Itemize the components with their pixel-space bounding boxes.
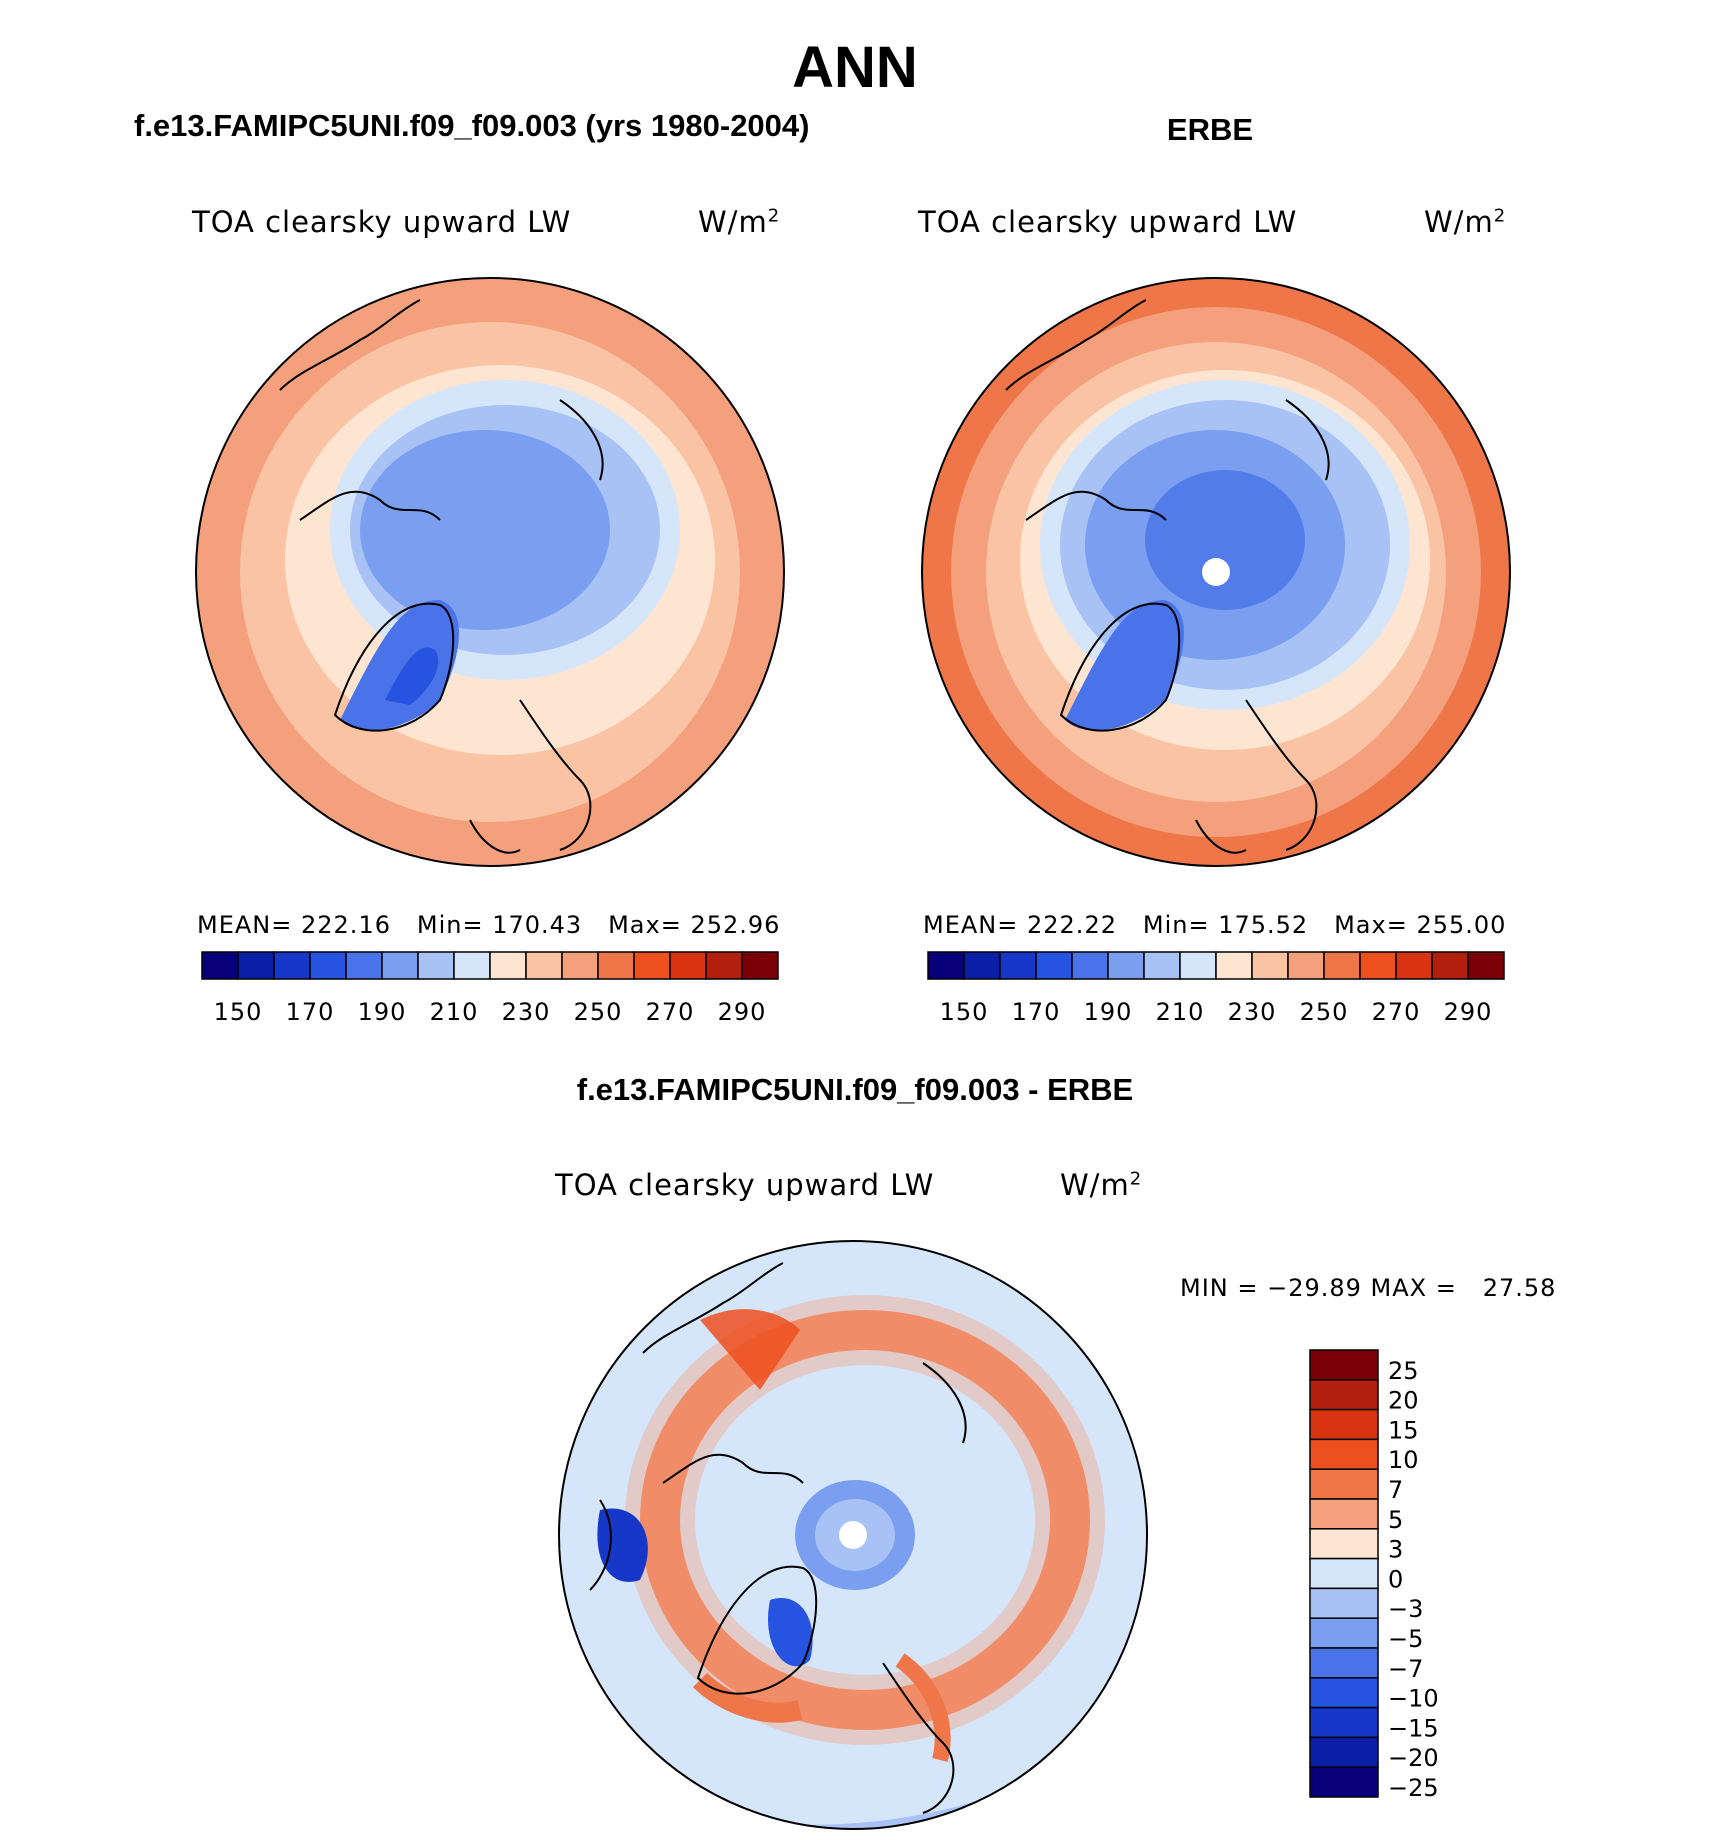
obs-colorbar-swatch bbox=[1179, 951, 1217, 980]
difference-colorbar-tick-label: 10 bbox=[1388, 1446, 1419, 1474]
obs-colorbar-tick-label: 170 bbox=[1012, 998, 1061, 1026]
obs-colorbar-tick-label: 190 bbox=[1084, 998, 1133, 1026]
obs-panel-heading: ERBE bbox=[1166, 112, 1254, 147]
obs-colorbar-swatch bbox=[1359, 951, 1397, 980]
model-colorbar-swatch bbox=[417, 951, 455, 980]
difference-colorbar-swatch bbox=[1309, 1677, 1379, 1709]
model-colorbar-tick-label: 290 bbox=[718, 998, 767, 1026]
obs-colorbar-swatch bbox=[1395, 951, 1433, 980]
obs-units-label: W/m2 bbox=[1424, 205, 1507, 239]
difference-colorbar-swatch bbox=[1309, 1438, 1379, 1470]
difference-colorbar-swatch bbox=[1309, 1528, 1379, 1560]
difference-colorbar-tick-label: 20 bbox=[1388, 1387, 1419, 1415]
model-colorbar-swatch bbox=[273, 951, 311, 980]
model-colorbar-swatch bbox=[561, 951, 599, 980]
model-variable-label: TOA clearsky upward LW bbox=[192, 205, 572, 239]
obs-colorbar-tick-label: 150 bbox=[940, 998, 989, 1026]
obs-variable-label: TOA clearsky upward LW bbox=[918, 205, 1298, 239]
model-colorbar-tick-label: 190 bbox=[358, 998, 407, 1026]
difference-colorbar-swatch bbox=[1309, 1766, 1379, 1798]
difference-colorbar-swatch bbox=[1309, 1379, 1379, 1411]
model-colorbar-swatch bbox=[597, 951, 635, 980]
model-panel-heading: f.e13.FAMIPC5UNI.f09_f09.003 (yrs 1980-2… bbox=[134, 108, 810, 143]
difference-colorbar-swatch bbox=[1309, 1706, 1379, 1739]
main-title: ANN bbox=[792, 35, 918, 100]
model-colorbar-swatch bbox=[741, 951, 779, 980]
model-colorbar-tick-label: 170 bbox=[286, 998, 335, 1026]
model-colorbar-tick-label: 270 bbox=[646, 998, 695, 1026]
difference-colorbar-swatch bbox=[1309, 1647, 1379, 1679]
difference-colorbar-swatch bbox=[1309, 1468, 1379, 1500]
model-colorbar-tick-label: 230 bbox=[502, 998, 551, 1026]
model-colorbar: 150 170 190 210 230 250 270 290 bbox=[201, 951, 779, 1026]
model-colorbar-tick-label: 250 bbox=[574, 998, 623, 1026]
difference-units-label: W/m2 bbox=[1060, 1168, 1143, 1202]
obs-colorbar-swatch bbox=[999, 951, 1037, 980]
difference-colorbar-swatch bbox=[1309, 1349, 1379, 1381]
obs-colorbar: 150 170 190 210 230 250 270 290 bbox=[927, 951, 1505, 1026]
difference-colorbar-swatch bbox=[1309, 1617, 1379, 1649]
obs-colorbar-tick-label: 210 bbox=[1156, 998, 1205, 1026]
model-colorbar-tick-label: 150 bbox=[214, 998, 263, 1026]
model-colorbar-swatch bbox=[201, 951, 239, 980]
obs-colorbar-swatch bbox=[927, 951, 965, 980]
difference-colorbar-tick-label: −15 bbox=[1388, 1714, 1439, 1742]
model-colorbar-swatch bbox=[237, 951, 275, 980]
obs-colorbar-swatch bbox=[1071, 951, 1109, 980]
difference-minmax: MIN = −29.89 MAX = 27.58 bbox=[1180, 1274, 1557, 1302]
model-colorbar-swatch bbox=[705, 951, 743, 980]
model-colorbar-swatch bbox=[345, 951, 383, 980]
difference-variable-label: TOA clearsky upward LW bbox=[555, 1168, 935, 1202]
difference-colorbar-swatch bbox=[1309, 1498, 1379, 1530]
obs-colorbar-tick-label: 290 bbox=[1444, 998, 1493, 1026]
obs-colorbar-swatch bbox=[1251, 951, 1289, 980]
obs-colorbar-swatch bbox=[1431, 951, 1469, 980]
difference-colorbar-tick-label: 3 bbox=[1388, 1536, 1403, 1564]
model-units-label: W/m2 bbox=[698, 205, 781, 239]
difference-heading: f.e13.FAMIPC5UNI.f09_f09.003 - ERBE bbox=[576, 1072, 1134, 1107]
obs-colorbar-tick-label: 230 bbox=[1228, 998, 1277, 1026]
difference-colorbar-tick-label: −3 bbox=[1388, 1595, 1423, 1623]
model-colorbar-swatch bbox=[453, 951, 491, 980]
obs-colorbar-tick-label: 250 bbox=[1300, 998, 1349, 1026]
difference-colorbar-tick-label: 0 bbox=[1388, 1565, 1403, 1593]
difference-colorbar-tick-label: −20 bbox=[1388, 1744, 1439, 1772]
model-colorbar-swatch bbox=[525, 951, 563, 980]
obs-colorbar-swatch bbox=[1143, 951, 1181, 980]
model-colorbar-swatch bbox=[669, 951, 707, 980]
difference-colorbar-tick-label: 15 bbox=[1388, 1416, 1419, 1444]
difference-colorbar-swatch bbox=[1309, 1557, 1379, 1590]
difference-colorbar-tick-label: −25 bbox=[1388, 1774, 1439, 1802]
difference-colorbar-tick-label: 5 bbox=[1388, 1506, 1403, 1534]
model-colorbar-swatch bbox=[309, 951, 347, 980]
model-colorbar-swatch bbox=[489, 951, 527, 980]
model-colorbar-swatch bbox=[381, 951, 419, 980]
obs-colorbar-swatch bbox=[1467, 951, 1505, 980]
model-colorbar-swatch bbox=[633, 951, 671, 980]
difference-colorbar-tick-label: −10 bbox=[1388, 1685, 1439, 1713]
difference-colorbar-tick-label: 7 bbox=[1388, 1476, 1403, 1504]
obs-colorbar-swatch bbox=[1215, 951, 1253, 980]
obs-colorbar-swatch bbox=[1107, 951, 1145, 980]
obs-colorbar-swatch bbox=[1035, 951, 1073, 980]
difference-colorbar-swatch bbox=[1309, 1587, 1379, 1619]
model-stats: MEAN= 222.16 Min= 170.43 Max= 252.96 bbox=[197, 911, 781, 939]
obs-colorbar-tick-label: 270 bbox=[1372, 998, 1421, 1026]
model-colorbar-tick-label: 210 bbox=[430, 998, 479, 1026]
difference-colorbar-tick-label: −5 bbox=[1388, 1625, 1423, 1653]
obs-stats: MEAN= 222.22 Min= 175.52 Max= 255.00 bbox=[923, 911, 1507, 939]
difference-colorbar-tick-label: −7 bbox=[1388, 1655, 1423, 1683]
obs-colorbar-swatch bbox=[1287, 951, 1325, 980]
difference-colorbar-tick-label: 25 bbox=[1388, 1357, 1419, 1385]
obs-colorbar-swatch bbox=[963, 951, 1001, 980]
obs-colorbar-swatch bbox=[1323, 951, 1361, 980]
difference-colorbar-swatch bbox=[1309, 1736, 1379, 1768]
difference-colorbar-swatch bbox=[1309, 1408, 1379, 1441]
